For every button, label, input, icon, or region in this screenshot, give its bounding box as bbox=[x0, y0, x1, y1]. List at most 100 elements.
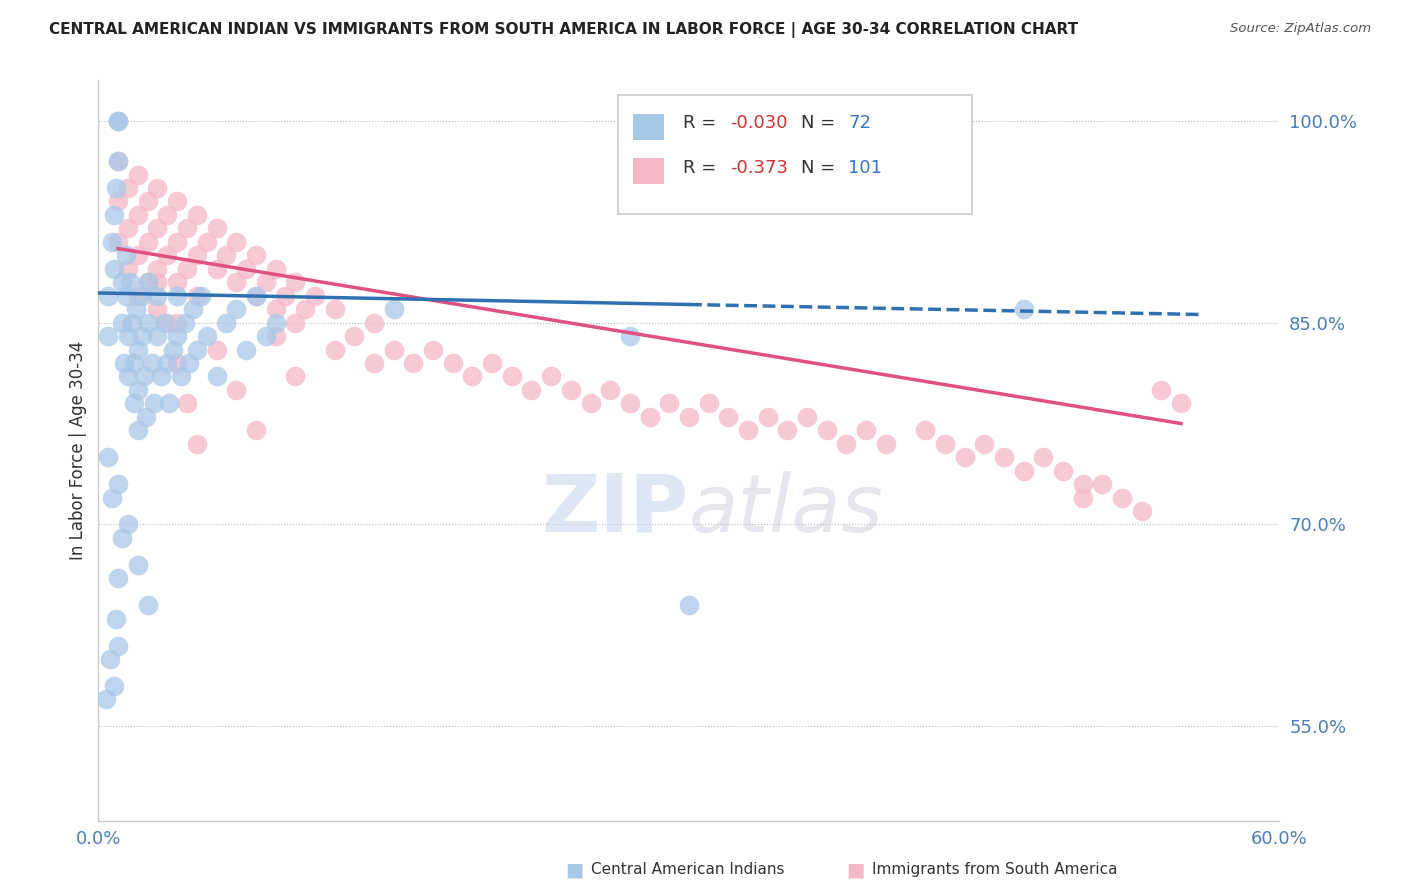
Text: N =: N = bbox=[801, 159, 841, 177]
Point bbox=[127, 168, 149, 182]
Point bbox=[156, 208, 179, 222]
Y-axis label: In Labor Force | Age 30-34: In Labor Force | Age 30-34 bbox=[69, 341, 87, 560]
Text: 72: 72 bbox=[848, 114, 872, 132]
Point bbox=[176, 261, 198, 276]
Point bbox=[127, 558, 149, 572]
Point bbox=[776, 423, 799, 437]
Point bbox=[875, 436, 897, 450]
Text: -0.373: -0.373 bbox=[730, 159, 789, 177]
Point bbox=[1150, 383, 1173, 397]
Point bbox=[382, 302, 405, 317]
Point bbox=[105, 612, 128, 626]
Point bbox=[118, 275, 141, 289]
Point bbox=[176, 221, 198, 235]
Point bbox=[107, 639, 129, 653]
Point bbox=[131, 288, 153, 302]
Point bbox=[97, 288, 120, 302]
Point bbox=[186, 436, 208, 450]
Point bbox=[101, 235, 124, 249]
Point bbox=[111, 275, 134, 289]
Point bbox=[343, 329, 366, 343]
Point bbox=[127, 383, 149, 397]
Point bbox=[166, 288, 188, 302]
Point bbox=[117, 261, 139, 276]
Text: N =: N = bbox=[801, 114, 841, 132]
Text: 101: 101 bbox=[848, 159, 883, 177]
Point bbox=[560, 383, 582, 397]
Point bbox=[186, 248, 208, 262]
Point bbox=[402, 356, 425, 370]
Point bbox=[697, 396, 720, 410]
Point bbox=[215, 316, 238, 330]
Point bbox=[225, 302, 247, 317]
Text: ZIP: ZIP bbox=[541, 471, 689, 549]
Point bbox=[142, 396, 165, 410]
Point bbox=[855, 423, 877, 437]
Point bbox=[166, 356, 188, 370]
Point bbox=[441, 356, 464, 370]
Point bbox=[107, 113, 129, 128]
Point bbox=[181, 302, 204, 317]
Point bbox=[638, 409, 661, 424]
Point bbox=[127, 423, 149, 437]
Point bbox=[264, 329, 287, 343]
Point bbox=[264, 316, 287, 330]
Point bbox=[1071, 477, 1094, 491]
Point bbox=[225, 275, 247, 289]
Point bbox=[619, 329, 641, 343]
Text: R =: R = bbox=[683, 114, 723, 132]
Text: ■: ■ bbox=[846, 860, 865, 880]
Point bbox=[170, 369, 193, 384]
Point bbox=[174, 316, 197, 330]
Text: Source: ZipAtlas.com: Source: ZipAtlas.com bbox=[1230, 22, 1371, 36]
Point bbox=[97, 329, 120, 343]
Point bbox=[166, 235, 188, 249]
Point bbox=[117, 329, 139, 343]
Point bbox=[177, 356, 200, 370]
Point bbox=[136, 235, 159, 249]
Point bbox=[115, 248, 138, 262]
Point bbox=[579, 396, 602, 410]
Point bbox=[96, 692, 118, 706]
Point bbox=[323, 302, 346, 317]
Point bbox=[245, 248, 267, 262]
Point bbox=[245, 288, 267, 302]
Text: Immigrants from South America: Immigrants from South America bbox=[872, 863, 1118, 877]
Point bbox=[835, 436, 858, 450]
Point bbox=[98, 652, 121, 666]
Point bbox=[186, 343, 208, 357]
Point bbox=[284, 316, 307, 330]
Text: R =: R = bbox=[683, 159, 723, 177]
Point bbox=[122, 396, 145, 410]
Point bbox=[107, 235, 129, 249]
Point bbox=[127, 248, 149, 262]
Point bbox=[107, 571, 129, 585]
Point bbox=[264, 302, 287, 317]
Point bbox=[501, 369, 523, 384]
Point bbox=[1052, 464, 1074, 478]
Point bbox=[105, 181, 128, 195]
Point bbox=[146, 302, 169, 317]
Text: atlas: atlas bbox=[689, 471, 884, 549]
Point bbox=[294, 302, 316, 317]
Point bbox=[97, 450, 120, 465]
Point bbox=[107, 113, 129, 128]
Point bbox=[914, 423, 936, 437]
Point bbox=[205, 261, 228, 276]
Point bbox=[540, 369, 562, 384]
Point bbox=[146, 261, 169, 276]
Point bbox=[141, 356, 163, 370]
Point bbox=[131, 329, 153, 343]
Point bbox=[756, 409, 779, 424]
Point bbox=[156, 356, 179, 370]
Point bbox=[225, 235, 247, 249]
Point bbox=[363, 316, 385, 330]
Point bbox=[127, 288, 149, 302]
FancyBboxPatch shape bbox=[634, 158, 664, 184]
Point bbox=[422, 343, 444, 357]
Point bbox=[363, 356, 385, 370]
Point bbox=[284, 275, 307, 289]
Point bbox=[136, 194, 159, 209]
Point bbox=[132, 369, 155, 384]
FancyBboxPatch shape bbox=[619, 95, 973, 213]
